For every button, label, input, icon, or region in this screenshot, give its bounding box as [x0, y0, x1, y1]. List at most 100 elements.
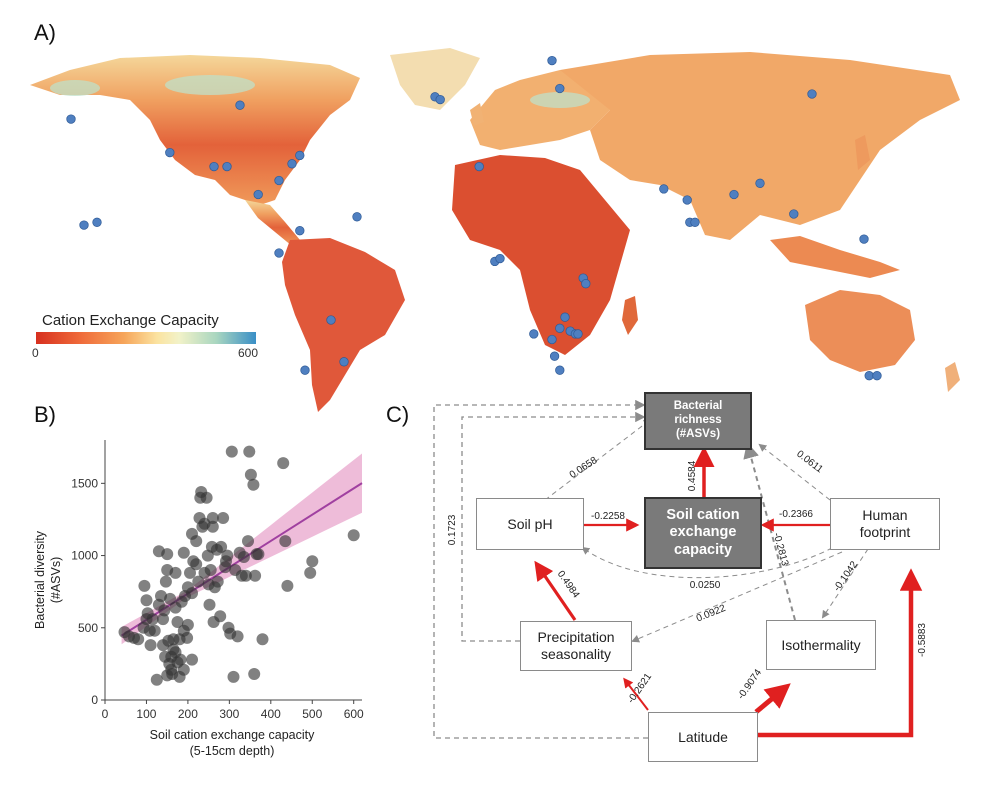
- arrow-latitude-iso: [754, 683, 791, 714]
- arrow-human-iso: [821, 548, 869, 619]
- sample-site-36: [555, 323, 565, 333]
- node-latitude: Latitude: [648, 712, 758, 762]
- sample-site-11: [295, 226, 305, 236]
- arrow-precip-soilph: [534, 560, 577, 621]
- data-point-75: [281, 579, 294, 592]
- arrow-latitude-human: [758, 568, 923, 738]
- node-soil-cec-label: Soil cation exchange capacity: [666, 506, 740, 558]
- continent-asia: [560, 52, 960, 240]
- coef-iso-richness: -0.2813: [771, 532, 791, 568]
- sample-site-3: [79, 220, 89, 230]
- arrow-human-richness: [758, 443, 831, 501]
- x-tick-label-600: 600: [344, 707, 364, 721]
- data-point-74: [279, 535, 292, 548]
- sample-site-43: [529, 329, 539, 339]
- x-axis-label-2: (5-15cm depth): [190, 744, 275, 758]
- continent-europe: [470, 70, 610, 150]
- data-point-3: [132, 633, 145, 646]
- data-point-85: [169, 646, 182, 659]
- panel-label-a: A): [34, 20, 56, 45]
- sample-site-6: [222, 161, 232, 172]
- japan: [855, 135, 870, 170]
- sample-site-39: [573, 329, 583, 339]
- data-point-64: [242, 535, 254, 548]
- sample-site-34: [581, 279, 591, 289]
- sample-site-20: [547, 55, 557, 66]
- coef-ph-cec: -0.2258: [591, 511, 625, 522]
- node-isothermality: Isothermality: [766, 620, 876, 670]
- node-bacterial-richness-label: Bacterial richness (#ASVs): [673, 400, 723, 440]
- map-legend-max: 600: [238, 346, 259, 360]
- sample-site-42: [555, 365, 565, 375]
- data-point-28: [177, 546, 190, 559]
- x-tick-label-500: 500: [302, 707, 322, 721]
- node-bacterial-richness: Bacterial richness (#ASVs): [644, 392, 752, 450]
- data-point-91: [194, 491, 207, 504]
- data-point-56: [225, 445, 238, 458]
- data-point-67: [247, 478, 260, 491]
- y-tick-label-0: 0: [91, 693, 98, 707]
- coef-ph-richness: 0.0658: [568, 455, 600, 481]
- panel-label-c: C): [386, 402, 410, 427]
- sample-site-41: [549, 351, 560, 361]
- data-point-63: [239, 569, 252, 582]
- y-tick-label-500: 500: [78, 621, 98, 635]
- arrow-precip-richness: [461, 411, 646, 642]
- data-point-100: [146, 613, 159, 626]
- x-tick-label-300: 300: [219, 707, 239, 721]
- data-point-104: [161, 564, 174, 576]
- boreal-patch: [165, 75, 255, 95]
- sample-site-14: [339, 357, 349, 367]
- data-point-68: [248, 668, 261, 680]
- sample-site-28: [755, 178, 765, 188]
- panel-label-b: B): [34, 402, 56, 427]
- sample-site-1: [235, 100, 245, 110]
- coef-lat-human: -0.5883: [917, 623, 928, 657]
- data-point-7: [144, 639, 157, 652]
- data-point-5: [138, 579, 151, 592]
- data-point-31: [184, 566, 196, 579]
- continent-north-america: [30, 55, 360, 205]
- node-human-footprint: Human footprint: [830, 498, 940, 550]
- data-point-43: [204, 564, 217, 576]
- new-zealand: [945, 362, 960, 392]
- sample-sites: [66, 55, 882, 381]
- coef-human-precip: 0.0922: [695, 603, 728, 625]
- map-legend-title: Cation Exchange Capacity: [42, 312, 219, 329]
- siberia-patch: [530, 92, 590, 108]
- data-point-97: [181, 581, 194, 594]
- sample-site-8: [287, 159, 297, 169]
- x-tick-label-400: 400: [261, 707, 281, 721]
- data-point-49: [214, 610, 227, 623]
- data-point-71: [252, 548, 265, 561]
- world-map: [30, 48, 960, 412]
- arrow-soilph-richness: [544, 418, 652, 501]
- data-point-102: [177, 663, 190, 676]
- sample-site-29: [789, 209, 799, 219]
- data-point-94: [190, 558, 203, 571]
- data-point-101: [143, 624, 156, 637]
- sample-site-12: [274, 248, 284, 258]
- arrow-isothermality-richness: [743, 442, 796, 621]
- sample-site-40: [547, 334, 557, 345]
- data-point-48: [211, 575, 224, 588]
- sample-site-2: [92, 217, 102, 227]
- map-legend-min: 0: [32, 346, 39, 360]
- coef-human-iso: -0.1042: [832, 559, 861, 593]
- data-point-72: [256, 633, 269, 646]
- data-point-53: [221, 549, 234, 562]
- sample-site-10: [253, 189, 263, 200]
- data-point-42: [203, 598, 216, 611]
- data-point-59: [231, 630, 244, 643]
- sample-site-30: [859, 234, 869, 244]
- data-point-66: [244, 468, 257, 481]
- node-latitude-label: Latitude: [678, 728, 728, 745]
- sample-site-32: [495, 253, 505, 264]
- data-point-93: [206, 512, 219, 524]
- arrow-latitude-precip: [623, 677, 649, 711]
- data-point-77: [306, 555, 319, 568]
- data-point-89: [181, 631, 194, 644]
- madagascar: [622, 296, 638, 335]
